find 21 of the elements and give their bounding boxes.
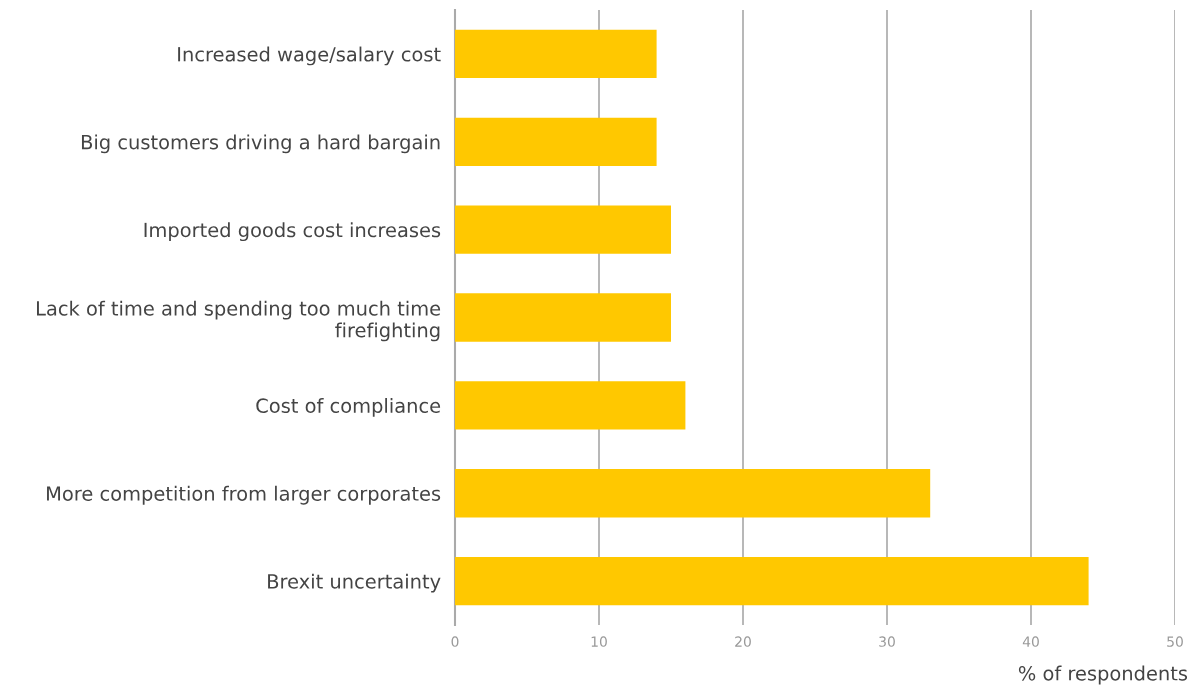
bar xyxy=(455,117,657,166)
y-tick-label: Increased wage/salary cost xyxy=(178,46,441,66)
y-tick-label: Big customers driving a hard bargain xyxy=(81,134,440,154)
y-tick-label: Brexit uncertainty xyxy=(268,573,441,593)
x-tick-label: 10 xyxy=(591,636,607,647)
x-axis-title: % of respondents xyxy=(1018,665,1188,685)
x-tick-label: 20 xyxy=(735,636,751,647)
bar xyxy=(455,381,686,430)
bar xyxy=(455,29,657,79)
x-tick-label: 50 xyxy=(1167,636,1183,647)
y-tick-label: Lack of time and spending too much time firefighting xyxy=(37,300,441,342)
bar xyxy=(455,556,1089,606)
y-tick-label: Imported goods cost increases xyxy=(144,222,441,242)
y-tick-label: Cost of compliance xyxy=(256,397,441,417)
x-tick-label: 0 xyxy=(451,636,459,647)
bar xyxy=(455,205,671,254)
bar xyxy=(455,293,671,342)
y-tick-label: More competition from larger corporates xyxy=(47,485,441,505)
x-tick-label: 40 xyxy=(1022,636,1039,647)
x-tick-label: 30 xyxy=(879,636,895,647)
bar xyxy=(455,469,931,518)
